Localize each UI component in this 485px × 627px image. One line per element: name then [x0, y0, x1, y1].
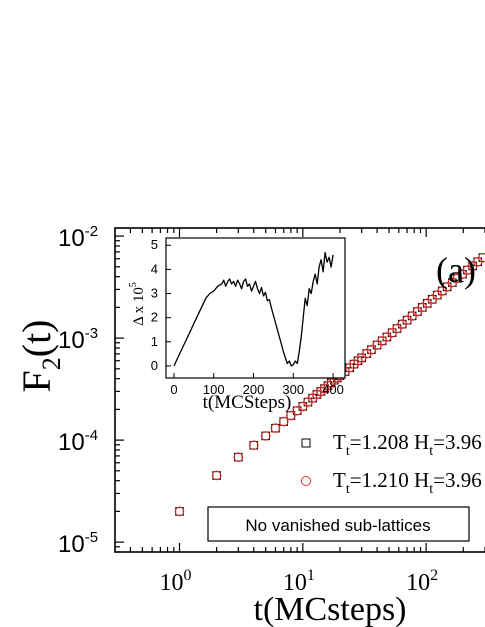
main-plot	[114, 227, 485, 553]
inset-frame	[165, 237, 346, 379]
data-point-square	[175, 507, 184, 516]
data-point-square	[261, 431, 270, 441]
legend-H-subscript: t	[429, 444, 433, 459]
plot-frame	[114, 227, 485, 553]
data-point-square	[279, 417, 289, 426]
legend-T-value: =1.210 H	[350, 468, 430, 492]
main-labels: 100 101 10210-510-410-310-2t(MCsteps)F2(t)…	[14, 223, 482, 627]
data-point-square	[212, 471, 221, 480]
y-tick-base: 10	[58, 429, 85, 456]
inset-x-tick-label: 100	[203, 382, 225, 397]
x-tick-base: 10	[283, 570, 307, 596]
legend-T-subscript: t	[346, 444, 350, 459]
y-tick-label: 10-5	[58, 529, 98, 558]
data-point-circle	[174, 506, 185, 517]
y-tick-base: 10	[58, 225, 85, 252]
data-point-circle	[319, 383, 330, 394]
inset-x-tick-label: 300	[282, 382, 304, 397]
y-tick-exponent: -4	[85, 427, 98, 444]
inset-y-tick-label: 2	[151, 310, 158, 325]
inset-y-tick-label: 3	[151, 286, 158, 301]
y-tick-exponent: -5	[85, 529, 98, 546]
annotation-box	[207, 506, 470, 542]
y-axis-label-subscript: 2	[37, 357, 66, 370]
inset-x-tick-label: 400	[322, 382, 344, 397]
legend-H-value: =3.96	[433, 468, 482, 492]
legend-entry: Tt=1.210 Ht=3.96	[333, 468, 482, 497]
x-tick-base: 10	[406, 570, 430, 596]
x-tick-label: 100	[159, 567, 191, 596]
legend-marker-square	[301, 438, 311, 448]
data-point-square	[234, 452, 243, 462]
inset-y-tick-label: 5	[151, 237, 158, 252]
inset-y-tick-label: 1	[151, 334, 158, 349]
legend-H-subscript: t	[429, 482, 433, 497]
y-tick-base: 10	[58, 531, 85, 558]
legend-H-value: =3.96	[433, 430, 482, 454]
data-point-circle	[233, 452, 244, 462]
x-tick-exponent: 2	[430, 567, 438, 584]
data-point-square	[298, 402, 308, 411]
y-tick-label: 10-4	[58, 427, 98, 456]
x-tick-label: 102	[406, 567, 438, 596]
data-point-circle	[278, 416, 289, 427]
y-tick-exponent: -2	[85, 223, 98, 240]
legend-T: T	[333, 468, 346, 492]
legend-entry: Tt=1.208 Ht=3.96	[333, 430, 482, 459]
y-tick-label: 10-2	[58, 223, 98, 252]
y-tick-label: 10-3	[58, 325, 98, 354]
x-tick-base: 10	[159, 570, 183, 596]
data-point-square	[249, 440, 259, 450]
inset-series-line	[173, 251, 334, 367]
data-point-circle	[270, 423, 281, 433]
data-point-circle	[248, 440, 259, 451]
data-point-circle	[366, 344, 377, 355]
x-tick-exponent: 0	[183, 567, 191, 584]
data-point-circle	[211, 470, 222, 481]
y-axis-label-main: F	[14, 370, 59, 392]
inset-x-axis-label: t(MCSteps)	[203, 392, 292, 413]
data-point-circle	[478, 252, 485, 263]
data-point-square	[271, 423, 280, 433]
annotation-text: No vanished sub-lattices	[245, 516, 430, 535]
data-point-circle	[260, 431, 271, 441]
y-tick-exponent: -3	[85, 325, 98, 342]
y-axis-label-tail: (t)	[14, 319, 59, 357]
legend-T-subscript: t	[346, 482, 350, 497]
inset-x-tick-label: 0	[170, 382, 177, 397]
legend-T-value: =1.208 H	[350, 430, 430, 454]
data-point-circle	[323, 380, 333, 391]
x-axis-label: t(MCsteps)	[254, 591, 407, 627]
x-tick-label: 101	[283, 567, 315, 596]
data-point-circle	[298, 401, 308, 412]
data-point-circle	[286, 410, 296, 421]
y-tick-base: 10	[58, 327, 85, 354]
inset-y-axis-label: Δ x 105	[128, 282, 147, 326]
legend-T: T	[333, 430, 346, 454]
y-axis-label: F2(t)	[14, 319, 66, 392]
inset-y-tick-label: 0	[151, 358, 158, 373]
inset-y-axis-label-exponent: 5	[128, 282, 139, 287]
x-tick-exponent: 1	[307, 567, 315, 584]
inset-y-axis-label-main: Δ x 10	[131, 287, 147, 326]
panel-label: (a)	[436, 250, 476, 290]
inset-y-tick-label: 4	[151, 261, 158, 276]
legend-marker-circle	[301, 476, 311, 486]
data-point-circle	[292, 405, 302, 416]
inset-x-tick-label: 200	[243, 382, 265, 397]
